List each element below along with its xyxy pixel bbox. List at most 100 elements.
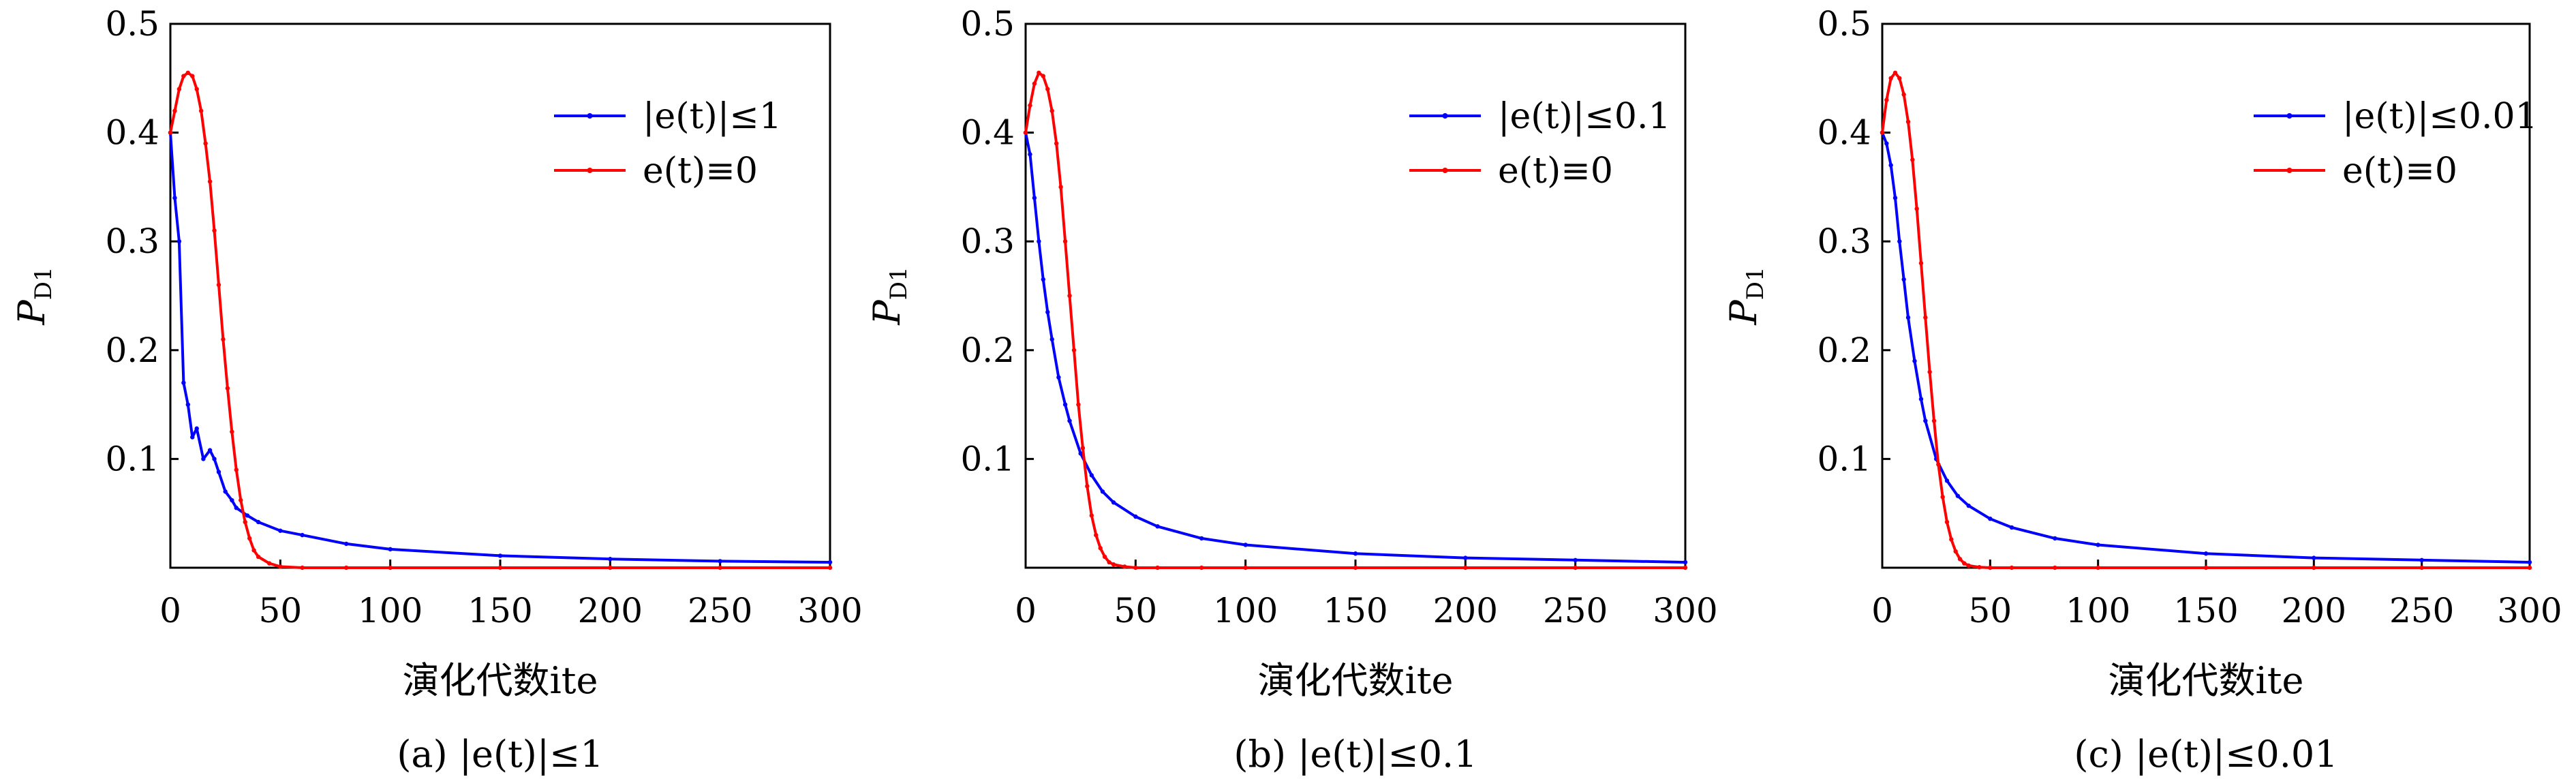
data-point [1957,557,1963,562]
legend-label: e(t)≡0 [2342,151,2457,192]
data-point [2312,565,2316,570]
y-axis-title-subscript: D1 [885,266,913,300]
data-point [1940,495,1945,500]
data-point [827,565,833,570]
data-point [1067,293,1072,299]
data-point [247,536,252,541]
y-axis-title-subscript: D1 [30,266,57,300]
y-axis-title-main: P [865,299,908,326]
y-tick-label: 0.2 [105,331,159,370]
legend-label: |e(t)|≤0.01 [2342,96,2538,137]
data-point [1098,546,1103,551]
data-point [1892,70,1898,76]
y-axis-title: PD1 [865,266,913,325]
series-red [168,70,833,570]
data-point [827,560,833,565]
data-point [1107,560,1111,565]
data-point [1944,519,1950,525]
x-tick-label: 200 [2282,591,2346,630]
series-line [169,132,831,564]
data-point [168,130,173,135]
legend-swatch-marker [1442,168,1448,173]
data-point [212,457,217,461]
data-point [1085,484,1090,489]
legend-entry-1: |e(t)|≤0.01 [2254,96,2538,137]
data-point [718,559,722,564]
data-point [194,426,199,431]
panel-caption: (a) |e(t)|≤1 [397,733,603,776]
data-point [1977,565,1982,570]
x-tick-label: 100 [358,591,423,630]
data-point [1028,152,1032,157]
data-point [300,532,305,538]
data-point [230,498,234,503]
series-line [1881,71,2530,569]
data-point [194,87,199,91]
data-point [207,448,213,453]
x-axis-title: 演化代数ite [1258,659,1454,702]
y-axis-title-main: P [10,299,53,326]
x-axis-title: 演化代数ite [2109,659,2304,702]
y-tick-label: 0.5 [105,4,159,44]
y-tick-label: 0.4 [105,113,159,153]
data-point [300,565,305,570]
data-point [1089,473,1094,478]
x-tick-label: 150 [2173,591,2238,630]
legend-entry-2: e(t)≡0 [1409,151,1613,192]
x-tick-label: 0 [1871,591,1893,630]
data-point [1037,70,1041,76]
x-tick-label: 0 [159,591,181,630]
y-tick-label: 0.5 [1817,4,1871,44]
data-point [1888,76,1893,81]
panel-caption: (b) |e(t)|≤0.1 [1233,733,1477,776]
x-tick-label: 300 [2497,591,2562,630]
y-tick-label: 0.3 [105,222,159,261]
data-point [1966,503,1971,508]
x-tick-label: 50 [1114,591,1158,630]
data-point [388,565,393,570]
data-point [278,528,283,533]
series-line [1881,132,2530,564]
data-point [1353,565,1358,570]
data-point [1049,108,1054,113]
data-point [1054,141,1059,146]
data-point [1918,260,1924,266]
data-point [1910,157,1915,162]
data-point [185,70,191,76]
data-point [239,498,243,503]
data-point [608,565,613,570]
x-tick-label: 300 [1653,591,1717,630]
legend-swatch-marker [587,168,593,173]
data-point [1041,277,1046,282]
data-point [1032,196,1037,200]
data-point [1028,103,1032,108]
data-point [1056,375,1061,380]
series-blue [1880,130,2532,565]
x-axis-title: 演化代数ite [403,659,598,702]
data-point [2009,565,2014,570]
data-point [1931,418,1937,423]
legend-entry-2: e(t)≡0 [2254,151,2457,192]
data-point [1912,358,1917,363]
data-point [2053,536,2057,541]
y-tick-label: 0.2 [960,331,1015,370]
data-point [1936,462,1941,467]
data-point [2419,565,2424,570]
data-point [1683,560,1688,565]
data-point [1078,451,1083,456]
data-point [1058,185,1063,189]
data-point [2203,565,2209,570]
data-point [1243,543,1248,547]
data-point [1023,130,1028,135]
x-tick-label: 300 [797,591,862,630]
data-point [201,457,206,461]
legend-swatch-marker [587,113,593,119]
data-point [1573,565,1578,570]
data-point [1133,514,1138,519]
data-point [1914,207,1919,211]
data-point [1353,551,1358,556]
data-point [1880,130,1885,135]
data-point [1905,315,1911,320]
data-point [243,519,247,525]
data-point [216,470,221,474]
